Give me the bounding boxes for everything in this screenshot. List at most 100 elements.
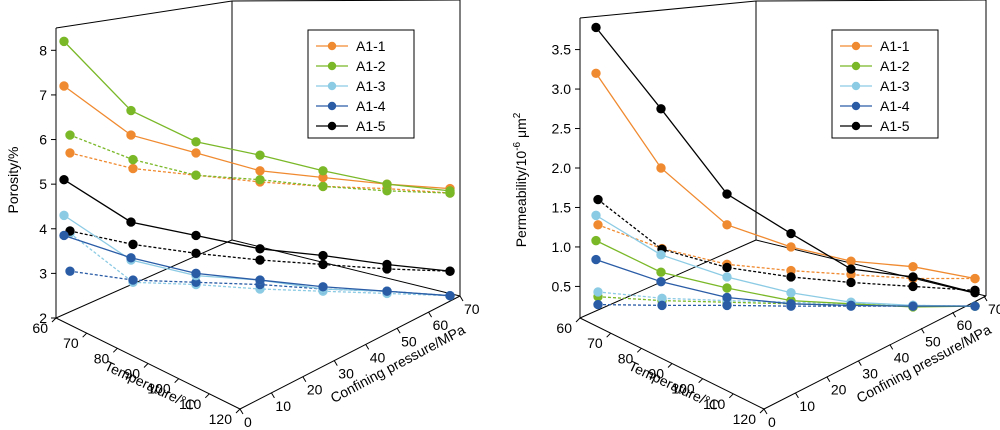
x-tick [728,393,734,399]
y-tick-label: 7 [39,87,47,103]
y-axis-label: Permeability/10-6 μm2 [512,112,529,247]
data-point-A1-4 [657,300,667,311]
data-point-A1-1 [908,261,918,272]
data-point-A1-5 [128,239,138,250]
data-point-A1-5 [591,22,601,33]
data-point-A1-4 [593,299,603,310]
data-point-A1-2 [318,181,328,192]
x-tick [698,378,704,384]
z-tick [396,328,401,334]
data-point-A1-4 [318,282,328,292]
z-tick [302,376,307,382]
z-tick [365,344,370,350]
data-point-A1-2 [591,235,601,246]
data-point-A1-4 [846,300,856,311]
z-tick-label: 10 [275,398,291,414]
x-tick-label: 110 [703,396,726,412]
data-point-A1-5 [786,228,796,239]
y-tick-label: 2 [39,310,47,326]
legend-label: A1-2 [356,58,386,74]
data-point-A1-4 [908,301,918,311]
data-point-A1-5 [59,174,69,185]
x-tick-label: 80 [618,350,634,366]
z-tick [270,392,275,399]
z-axis-label: Confining pressure/MPa [328,321,468,406]
y-tick-label: 3.5 [552,42,572,58]
data-point-A1-2 [191,137,201,147]
data-point-A1-5 [656,104,666,114]
x-tick-label: 80 [94,350,110,366]
data-point-A1-3 [722,272,732,282]
x-tick-label: 90 [124,366,140,382]
data-point-A1-4 [722,300,732,311]
y-tick-label: 3.0 [552,81,572,97]
y-tick-label: 6 [39,132,47,148]
x-tick-label: 120 [733,411,757,427]
z-tick-label: 60 [433,317,449,333]
data-point-A1-2 [191,170,201,180]
x-tick [235,408,241,414]
x-tick [204,393,210,399]
data-point-A1-4 [445,290,455,301]
x-tick-label: 100 [671,381,695,397]
data-point-A1-5 [191,248,201,259]
z-tick [889,344,894,350]
series-line-A1-3-solid [595,214,976,307]
data-point-A1-5 [846,264,856,274]
z-tick-label: 40 [894,349,910,365]
data-point-A1-3 [593,287,603,297]
z-tick [459,295,464,302]
data-point-A1-5 [318,259,328,270]
legend-box [307,29,415,139]
data-point-A1-1 [191,148,201,158]
data-point-A1-4 [591,254,601,265]
z-tick-label: 30 [862,366,878,382]
z-tick-label: 50 [401,333,417,349]
z-tick-label: 0 [768,414,776,430]
z-tick [239,408,244,415]
z-tick [428,311,433,318]
z-tick-label: 20 [307,382,323,398]
data-point-A1-5 [908,281,918,292]
data-point-A1-3 [59,210,69,221]
data-point-A1-1 [846,256,856,266]
data-point-A1-5 [593,194,603,205]
legend-marker [851,41,861,51]
x-tick-label: 120 [209,411,233,427]
y-tick-label: 1.0 [552,239,572,255]
data-point-A1-5 [191,230,201,241]
data-point-A1-5 [786,272,796,282]
data-point-A1-5 [255,255,265,265]
data-point-A1-4 [191,268,201,279]
data-point-A1-3 [786,288,796,298]
data-point-A1-5 [382,259,392,270]
legend-label: A1-4 [880,98,910,114]
data-point-A1-1 [722,220,732,230]
legend-marker [327,41,337,51]
legend-marker [851,121,861,131]
data-point-A1-4 [382,286,392,296]
x-tick [82,332,88,338]
legend-label: A1-5 [880,118,910,134]
data-point-A1-5 [846,277,856,288]
data-point-A1-5 [970,288,980,298]
legend-box [831,29,939,139]
x-axis-label: Temperature/°C [626,357,722,413]
data-point-A1-4 [255,275,265,285]
y-tick-label: 5 [39,176,47,192]
data-point-A1-5 [255,244,265,254]
data-point-A1-4 [128,275,138,285]
y-tick-label: 3 [39,265,47,281]
data-point-A1-1 [65,148,75,158]
z-tick-label: 60 [957,317,973,333]
y-tick-label: 8 [39,42,47,58]
legend-marker [327,61,337,71]
x-tick-label: 60 [556,320,572,336]
z-tick-label: 0 [244,414,252,430]
z-tick-label: 30 [338,366,354,382]
x-tick-label: 100 [147,381,171,397]
z-tick-label: 50 [925,333,941,349]
data-point-A1-5 [318,250,328,261]
legend-marker [327,121,337,131]
